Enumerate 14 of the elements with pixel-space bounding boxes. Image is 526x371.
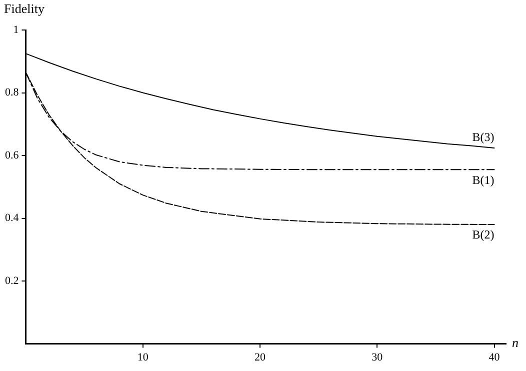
x-tick-label: 30 bbox=[372, 351, 384, 364]
y-tick-label: 0.4 bbox=[5, 212, 20, 224]
y-tick-label: 0.2 bbox=[5, 274, 19, 287]
x-tick-label: 40 bbox=[488, 351, 500, 364]
y-tick-label: 1 bbox=[13, 24, 19, 36]
series-label: B(2) bbox=[472, 228, 494, 242]
y-axis-title: Fidelity bbox=[4, 0, 45, 16]
series-label: B(1) bbox=[472, 172, 494, 187]
y-tick-label: 0.6 bbox=[5, 149, 20, 162]
x-axis-title: n bbox=[512, 335, 518, 350]
x-tick-label: 10 bbox=[137, 351, 149, 364]
x-tick-label: 20 bbox=[254, 351, 266, 364]
series-label: B(3) bbox=[472, 130, 494, 144]
y-tick-label: 0.8 bbox=[5, 86, 20, 99]
